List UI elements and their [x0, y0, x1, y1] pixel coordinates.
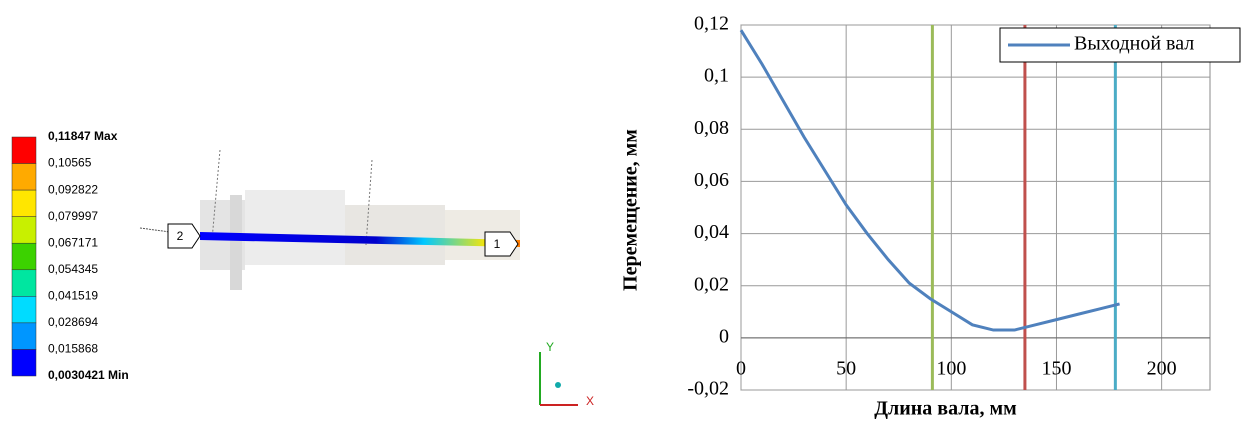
legend-value: 0,028694: [48, 315, 98, 329]
legend-value: 0,11847 Max: [48, 129, 118, 143]
legend-value: 0,041519: [48, 289, 98, 303]
y-tick-label: 0,1: [704, 65, 729, 87]
axis-letter: X: [586, 394, 594, 408]
y-tick-label: 0,02: [694, 273, 729, 295]
y-tick-label: -0,02: [687, 378, 729, 400]
x-tick-label: 150: [1041, 357, 1071, 379]
legend-label: Выходной вал: [1074, 33, 1194, 55]
shaft-section: [345, 205, 445, 265]
shaft-section: [230, 195, 242, 290]
shaft-model: 2 1 Y X: [140, 150, 594, 408]
color-legend: 0,11847 Max 0,10565 0,092822 0,079997 0,0671…: [12, 129, 129, 382]
legend: Выходной вал: [1000, 28, 1240, 62]
x-tick-label: 200: [1147, 357, 1177, 379]
color-swatch: [12, 137, 36, 164]
x-tick-label: 0: [736, 357, 746, 379]
shaft-section: [245, 190, 345, 265]
x-axis-label: Длина вала, мм: [874, 398, 1016, 420]
legend-value: 0,10565: [48, 156, 92, 170]
legend-value: 0,015868: [48, 342, 98, 356]
y-tick-label: 0,12: [694, 13, 729, 35]
legend-value: 0,054345: [48, 262, 98, 276]
color-swatch: [12, 164, 36, 191]
color-swatch: [12, 349, 36, 376]
y-tick-label: 0,08: [694, 117, 729, 139]
x-tick-label: 100: [936, 357, 966, 379]
legend-value: 0,0030421 Min: [48, 368, 129, 382]
callout-label: 1: [494, 237, 501, 251]
color-swatch: [12, 190, 36, 217]
plot-area: [741, 25, 1210, 390]
color-swatch: [12, 323, 36, 350]
color-swatch: [12, 243, 36, 270]
legend-value: 0,092822: [48, 182, 98, 196]
color-swatch: [12, 296, 36, 323]
page: 2 1 Y X 0,11847 Max 0,10565 0,092822 0,0799…: [0, 0, 1242, 421]
y-tick-label: 0: [719, 325, 729, 347]
color-swatch: [12, 270, 36, 297]
color-swatch: [12, 217, 36, 244]
axis-triad: [555, 382, 561, 388]
axis-letter: Y: [546, 340, 554, 354]
y-tick-label: 0,04: [694, 221, 729, 243]
x-tick-label: 50: [836, 357, 856, 379]
chart: 0,12 0,1 0,08 0,06 0,04 0,02 0 -0,02 0 50 100 150 20…: [620, 13, 1240, 420]
callout-box: [168, 224, 200, 248]
legend-value: 0,079997: [48, 209, 98, 223]
y-tick-label: 0,06: [694, 169, 729, 191]
y-axis-label: Перемещение, мм: [620, 129, 642, 291]
callout-label: 2: [177, 229, 184, 243]
legend-value: 0,067171: [48, 235, 98, 249]
